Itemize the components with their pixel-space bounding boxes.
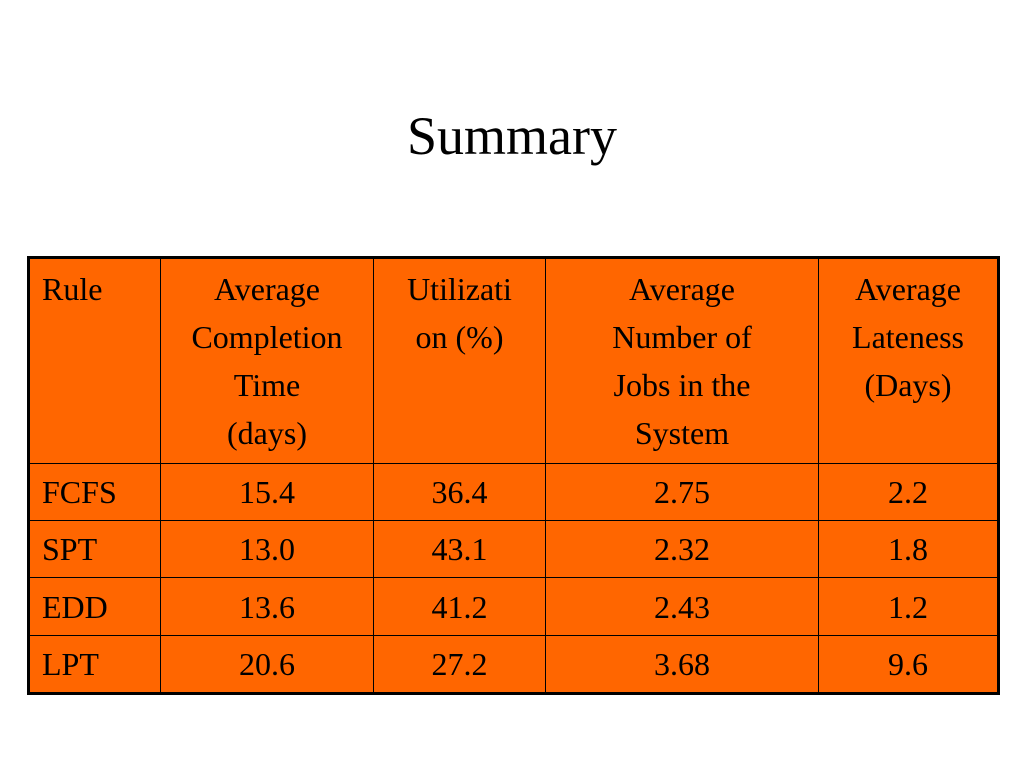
header-line: System — [634, 415, 730, 451]
cell-average-number-of-jobs: 2.32 — [545, 520, 819, 579]
cell-rule: EDD — [28, 577, 161, 636]
cell-average-completion-time: 13.0 — [160, 520, 374, 579]
cell-average-lateness: 1.8 — [818, 520, 999, 579]
cell-average-number-of-jobs: 2.75 — [545, 462, 819, 522]
cell-utilization: 41.2 — [373, 577, 546, 636]
header-line: Average — [855, 271, 961, 307]
table-header-row: Rule Average Completion Time (days) Util… — [28, 257, 999, 464]
table-row: SPT 13.0 43.1 2.32 1.8 — [28, 520, 999, 579]
cell-average-completion-time: 15.4 — [160, 462, 374, 522]
header-rule: Rule — [28, 257, 161, 464]
header-average-number-of-jobs: Average Number of Jobs in the System — [545, 257, 819, 464]
header-line: Utilizati — [407, 271, 512, 307]
cell-utilization: 27.2 — [373, 634, 546, 695]
cell-utilization: 43.1 — [373, 520, 546, 579]
header-line: Average — [629, 271, 735, 307]
header-average-lateness: Average Lateness (Days) — [818, 257, 999, 464]
header-line: on (%) — [415, 319, 504, 355]
cell-rule: SPT — [28, 520, 161, 579]
header-line: Rule — [42, 271, 103, 307]
header-line: Completion — [191, 319, 343, 355]
cell-average-completion-time: 20.6 — [160, 634, 374, 695]
header-line: (days) — [227, 415, 307, 451]
table-row: LPT 20.6 27.2 3.68 9.6 — [28, 634, 999, 695]
cell-average-number-of-jobs: 2.43 — [545, 577, 819, 636]
header-average-completion-time: Average Completion Time (days) — [160, 257, 374, 464]
cell-rule: LPT — [28, 634, 161, 695]
header-line: Jobs in the — [613, 367, 751, 403]
header-line: Time — [233, 367, 301, 403]
summary-table: Rule Average Completion Time (days) Util… — [27, 256, 1000, 695]
header-line: Lateness — [852, 319, 964, 355]
cell-rule: FCFS — [28, 462, 161, 522]
slide-title: Summary — [407, 106, 617, 166]
table-row: EDD 13.6 41.2 2.43 1.2 — [28, 577, 999, 636]
cell-average-lateness: 1.2 — [818, 577, 999, 636]
cell-utilization: 36.4 — [373, 462, 546, 522]
header-utilization: Utilizati on (%) — [373, 257, 546, 464]
header-line: (Days) — [864, 367, 952, 403]
header-line: Average — [214, 271, 320, 307]
cell-average-number-of-jobs: 3.68 — [545, 634, 819, 695]
table-row: FCFS 15.4 36.4 2.75 2.2 — [28, 462, 999, 522]
cell-average-lateness: 2.2 — [818, 462, 999, 522]
cell-average-completion-time: 13.6 — [160, 577, 374, 636]
header-line: Number of — [612, 319, 752, 355]
cell-average-lateness: 9.6 — [818, 634, 999, 695]
